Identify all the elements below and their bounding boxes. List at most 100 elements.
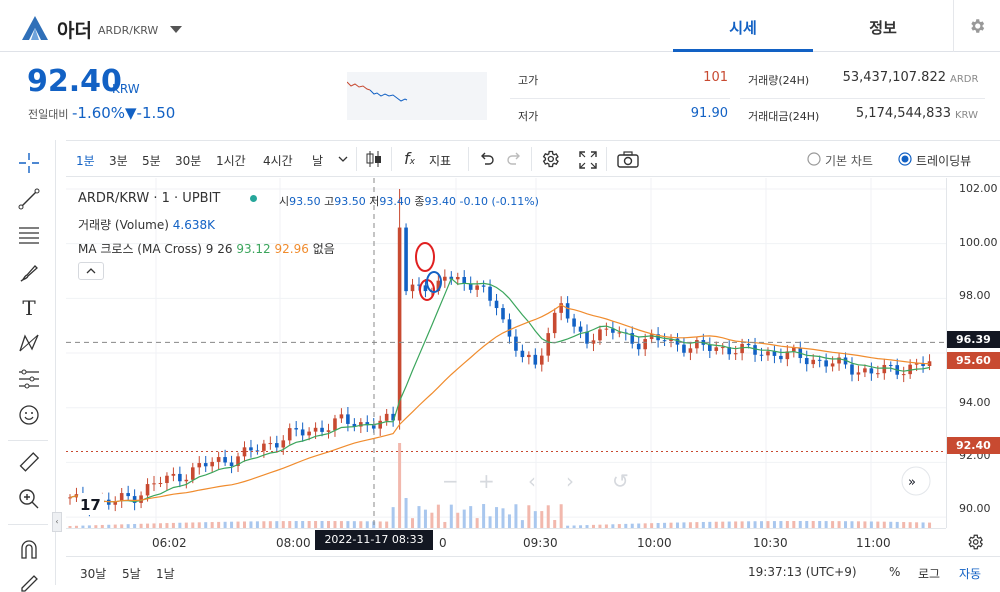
volume-bar	[772, 521, 776, 528]
volume-bar	[708, 521, 712, 528]
divider	[531, 147, 532, 171]
time-axis[interactable]: 06:02 08:00 0 09:30 10:00 10:30 11:00	[66, 528, 946, 555]
interval-30m[interactable]: 30분	[175, 154, 202, 168]
svg-text:»: »	[908, 475, 916, 490]
basic-chart-label[interactable]: 기본 차트	[825, 154, 873, 168]
lock-draw-icon[interactable]	[18, 570, 40, 592]
candle-body	[397, 227, 402, 421]
fx-indicator-icon[interactable]: fx	[404, 149, 415, 168]
current-price: 92.40	[27, 64, 122, 99]
pair-label: ARDR/KRW	[98, 24, 159, 37]
tradingview-label[interactable]: 트레이딩뷰	[916, 154, 972, 168]
change-percent: -1.60%	[72, 104, 126, 122]
fullscreen-icon[interactable]	[579, 151, 597, 169]
candle-body	[908, 364, 912, 375]
candle-body	[455, 276, 460, 280]
volume-bar	[327, 521, 331, 528]
ruler-icon[interactable]	[18, 452, 40, 474]
camera-icon[interactable]	[617, 151, 639, 168]
volume-bar	[811, 521, 815, 528]
emoji-icon[interactable]	[18, 404, 40, 426]
drawing-toolbar: T ‹	[0, 140, 62, 592]
magnet-icon[interactable]	[18, 538, 40, 560]
candle-body	[320, 427, 324, 432]
tab-price[interactable]: 시세	[673, 0, 813, 52]
candle-body	[333, 418, 337, 431]
zoom-in-icon[interactable]	[18, 488, 40, 510]
candle-body	[190, 467, 195, 480]
chevron-down-icon[interactable]	[338, 156, 348, 163]
collapse-legend-button[interactable]	[78, 262, 104, 280]
interval-1m[interactable]: 1분	[76, 154, 95, 168]
chart-settings-gear-icon[interactable]	[540, 149, 560, 169]
settings-gear-icon[interactable]	[953, 0, 1000, 52]
volume-bar	[856, 521, 860, 528]
radio-basic-chart[interactable]	[807, 152, 821, 166]
volume-bar	[714, 521, 718, 528]
candle-body	[178, 473, 182, 482]
last-price-label: 95.60	[947, 352, 1000, 369]
candle-body	[688, 348, 693, 353]
price-axis[interactable]: 102.00 100.00 98.00 94.00 92.00 90.00 96…	[946, 178, 1000, 528]
candle-body	[746, 343, 751, 346]
interval-4h[interactable]: 4시간	[263, 154, 293, 168]
interval-5m[interactable]: 5분	[142, 154, 161, 168]
crosshair-price-label: 96.39	[947, 331, 1000, 348]
price-currency: KRW	[112, 82, 140, 96]
trend-line-icon[interactable]	[18, 188, 40, 210]
volume-bar	[152, 523, 156, 528]
volume-bar	[850, 521, 854, 528]
chevron-down-icon[interactable]	[170, 26, 182, 33]
volume-bar	[540, 511, 544, 528]
candle-body	[733, 353, 738, 355]
prediction-icon[interactable]	[18, 368, 40, 390]
undo-icon[interactable]	[479, 152, 495, 166]
candle-body	[695, 340, 699, 349]
svg-text:›: ›	[566, 469, 574, 493]
interval-day[interactable]: 날	[312, 154, 324, 168]
crosshair-icon[interactable]	[18, 152, 40, 174]
interval-1h[interactable]: 1시간	[216, 154, 246, 168]
clock[interactable]: 19:37:13 (UTC+9)	[748, 565, 857, 579]
volume-24h-label: 거래량(24H)	[748, 74, 810, 87]
radio-tradingview[interactable]	[898, 152, 912, 166]
brush-icon[interactable]	[18, 262, 40, 284]
percent-toggle[interactable]: %	[889, 565, 901, 579]
tradingview-logo: 17	[78, 493, 104, 515]
candle-body	[772, 351, 777, 356]
price-chart[interactable]: − + ‹ › ↺ 17 »	[66, 178, 946, 528]
interval-3m[interactable]: 3분	[109, 154, 128, 168]
axis-settings-gear-icon[interactable]	[966, 533, 984, 551]
volume-bar	[591, 524, 595, 528]
divider	[356, 147, 357, 171]
volume-bar	[165, 523, 169, 528]
range-1d[interactable]: 1날	[156, 567, 175, 581]
candle-body	[203, 463, 208, 467]
x-tick: 11:00	[856, 536, 891, 550]
candle-body	[68, 497, 72, 499]
indicator-button[interactable]: 지표	[429, 154, 452, 168]
range-30d[interactable]: 30날	[80, 567, 107, 581]
redo-icon[interactable]	[506, 152, 522, 166]
volume-bar	[74, 525, 78, 528]
candle-body	[384, 413, 389, 421]
candle-body	[501, 308, 505, 320]
pattern-icon[interactable]	[18, 332, 40, 354]
auto-toggle[interactable]: 자동	[959, 567, 982, 581]
collapse-toolbar-icon[interactable]: ‹	[52, 512, 62, 532]
volume-bar	[417, 506, 421, 528]
candle-body	[268, 443, 273, 445]
scroll-right-button[interactable]: »	[901, 466, 931, 496]
coin-name: 아더	[57, 20, 92, 42]
volume-bar	[669, 522, 673, 528]
candle-body	[475, 285, 479, 290]
range-5d[interactable]: 5날	[122, 567, 141, 581]
fib-lines-icon[interactable]	[18, 224, 40, 246]
x-tick-partial: 0	[439, 536, 447, 550]
tab-info[interactable]: 정보	[869, 19, 897, 37]
text-tool-icon[interactable]: T	[22, 296, 36, 320]
candles-icon[interactable]	[365, 149, 383, 169]
candle-body	[682, 344, 686, 353]
log-toggle[interactable]: 로그	[918, 567, 941, 581]
legend-volume: 거래량 (Volume) 4.638K	[78, 218, 215, 232]
